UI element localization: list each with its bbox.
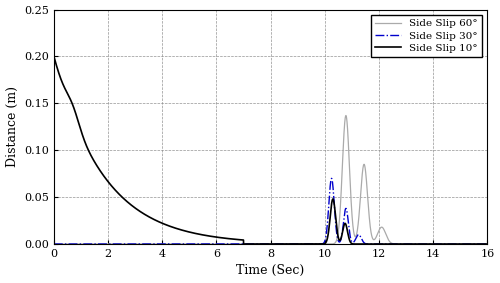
Side Slip 60° (308, 242, 314, 246)
Side Slip 10° (484, 242, 490, 246)
Side Slip 60° (51, 242, 57, 246)
Side Slip 10° (396, 242, 402, 246)
Y-axis label: Distance (m): Distance (m) (6, 86, 18, 167)
X-axis label: Time (Sec): Time (Sec) (236, 264, 304, 277)
Side Slip 10° (326, 224, 332, 228)
Side Slip 30° (51, 242, 57, 246)
Side Slip 10° (72, 112, 78, 115)
Side Slip 10° (436, 242, 442, 246)
Side Slip 30° (372, 242, 378, 246)
Side Slip 60° (396, 242, 402, 246)
Side Slip 60° (343, 114, 349, 117)
Side Slip 60° (484, 242, 490, 246)
Side Slip 60° (372, 237, 378, 240)
Legend: Side Slip 60°, Side Slip 30°, Side Slip 10°: Side Slip 60°, Side Slip 30°, Side Slip … (371, 15, 482, 57)
Side Slip 10° (372, 242, 378, 246)
Side Slip 30° (484, 242, 490, 246)
Side Slip 10° (208, 235, 214, 238)
Side Slip 10° (51, 55, 57, 58)
Side Slip 30° (396, 242, 402, 246)
Line: Side Slip 30°: Side Slip 30° (54, 178, 488, 244)
Side Slip 30° (326, 196, 332, 200)
Side Slip 30° (308, 242, 314, 246)
Side Slip 30° (208, 242, 214, 246)
Side Slip 60° (208, 242, 214, 246)
Side Slip 30° (328, 177, 334, 180)
Line: Side Slip 10°: Side Slip 10° (54, 56, 488, 244)
Side Slip 60° (326, 242, 332, 246)
Line: Side Slip 60°: Side Slip 60° (54, 115, 488, 244)
Side Slip 30° (72, 242, 78, 246)
Side Slip 60° (72, 242, 78, 246)
Side Slip 10° (308, 242, 314, 246)
